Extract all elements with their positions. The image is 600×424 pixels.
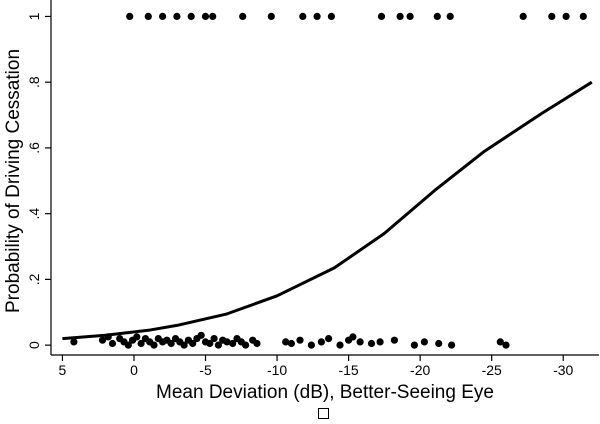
data-point <box>214 341 222 349</box>
data-point <box>180 341 188 349</box>
data-point <box>562 12 570 20</box>
data-point <box>267 12 275 20</box>
y-axis-title: Probability of Driving Cessation <box>3 49 24 313</box>
fitted-curve <box>62 80 593 341</box>
plot-area <box>62 12 593 349</box>
x-axis-title: Mean Deviation (dB), Better-Seeing Eye <box>156 382 494 403</box>
data-point <box>282 338 290 346</box>
data-point <box>376 338 384 346</box>
data-point <box>420 338 428 346</box>
data-point <box>406 12 414 20</box>
x-tick-label: -5 <box>199 362 212 378</box>
data-point <box>239 12 247 20</box>
data-point <box>209 12 217 20</box>
x-tick-label: -25 <box>482 362 502 378</box>
data-point <box>396 12 404 20</box>
data-point <box>137 339 145 348</box>
data-point <box>287 339 295 348</box>
data-point <box>367 339 376 348</box>
data-point <box>206 339 214 348</box>
data-point <box>336 341 344 349</box>
data-point <box>173 12 181 20</box>
y-tick-label: .6 <box>26 142 42 154</box>
data-point <box>159 12 167 20</box>
x-tick-label: -20 <box>410 362 430 378</box>
data-point <box>410 341 418 349</box>
y-tick-label: .2 <box>26 273 42 285</box>
data-point <box>242 341 250 349</box>
data-point <box>448 341 456 349</box>
x-tick-label: -10 <box>267 362 287 378</box>
data-point <box>210 335 218 343</box>
data-point <box>317 338 325 346</box>
data-point <box>144 12 152 20</box>
data-point <box>108 339 117 348</box>
data-point <box>307 341 315 349</box>
data-point <box>313 12 321 20</box>
data-point <box>433 12 441 20</box>
data-point <box>223 338 231 346</box>
data-point <box>299 12 307 20</box>
data-point <box>150 341 158 349</box>
data-point <box>390 336 398 344</box>
data-point <box>502 341 510 349</box>
x-tick-label: 0 <box>130 362 138 378</box>
data-point <box>327 12 335 20</box>
data-point <box>579 12 587 20</box>
data-point <box>377 12 386 20</box>
data-point <box>519 12 527 20</box>
data-point <box>124 341 132 349</box>
data-point <box>548 12 556 20</box>
data-point <box>296 336 304 344</box>
y-tick-label: 1 <box>26 12 42 20</box>
x-tick-label: -15 <box>338 362 358 378</box>
data-point <box>98 336 107 344</box>
footer-glyph-icon <box>318 408 329 419</box>
data-point <box>201 12 210 20</box>
data-point <box>349 333 357 341</box>
data-point <box>446 12 454 20</box>
data-point <box>187 12 195 20</box>
y-tick-label: .8 <box>26 76 42 88</box>
data-point <box>325 335 333 343</box>
x-tick-label: 5 <box>59 362 67 378</box>
x-tick-label: -30 <box>553 362 573 378</box>
x-ticks: 5 0 -5 -10 -15 -20 -25 -30 <box>59 355 574 378</box>
data-point <box>496 338 504 346</box>
data-point <box>189 339 197 348</box>
y-ticks: 0 .2 .4 .6 .8 1 <box>26 12 51 349</box>
data-point <box>197 331 205 339</box>
data-point <box>435 339 443 348</box>
data-point <box>70 338 78 346</box>
data-point <box>229 339 237 348</box>
y-tick-label: .4 <box>26 208 42 220</box>
data-point <box>167 339 175 348</box>
data-point <box>126 12 134 20</box>
data-point <box>356 338 364 346</box>
axes <box>50 0 599 356</box>
y-tick-label: 0 <box>26 341 42 349</box>
data-point <box>253 339 261 348</box>
data-point <box>133 333 141 341</box>
